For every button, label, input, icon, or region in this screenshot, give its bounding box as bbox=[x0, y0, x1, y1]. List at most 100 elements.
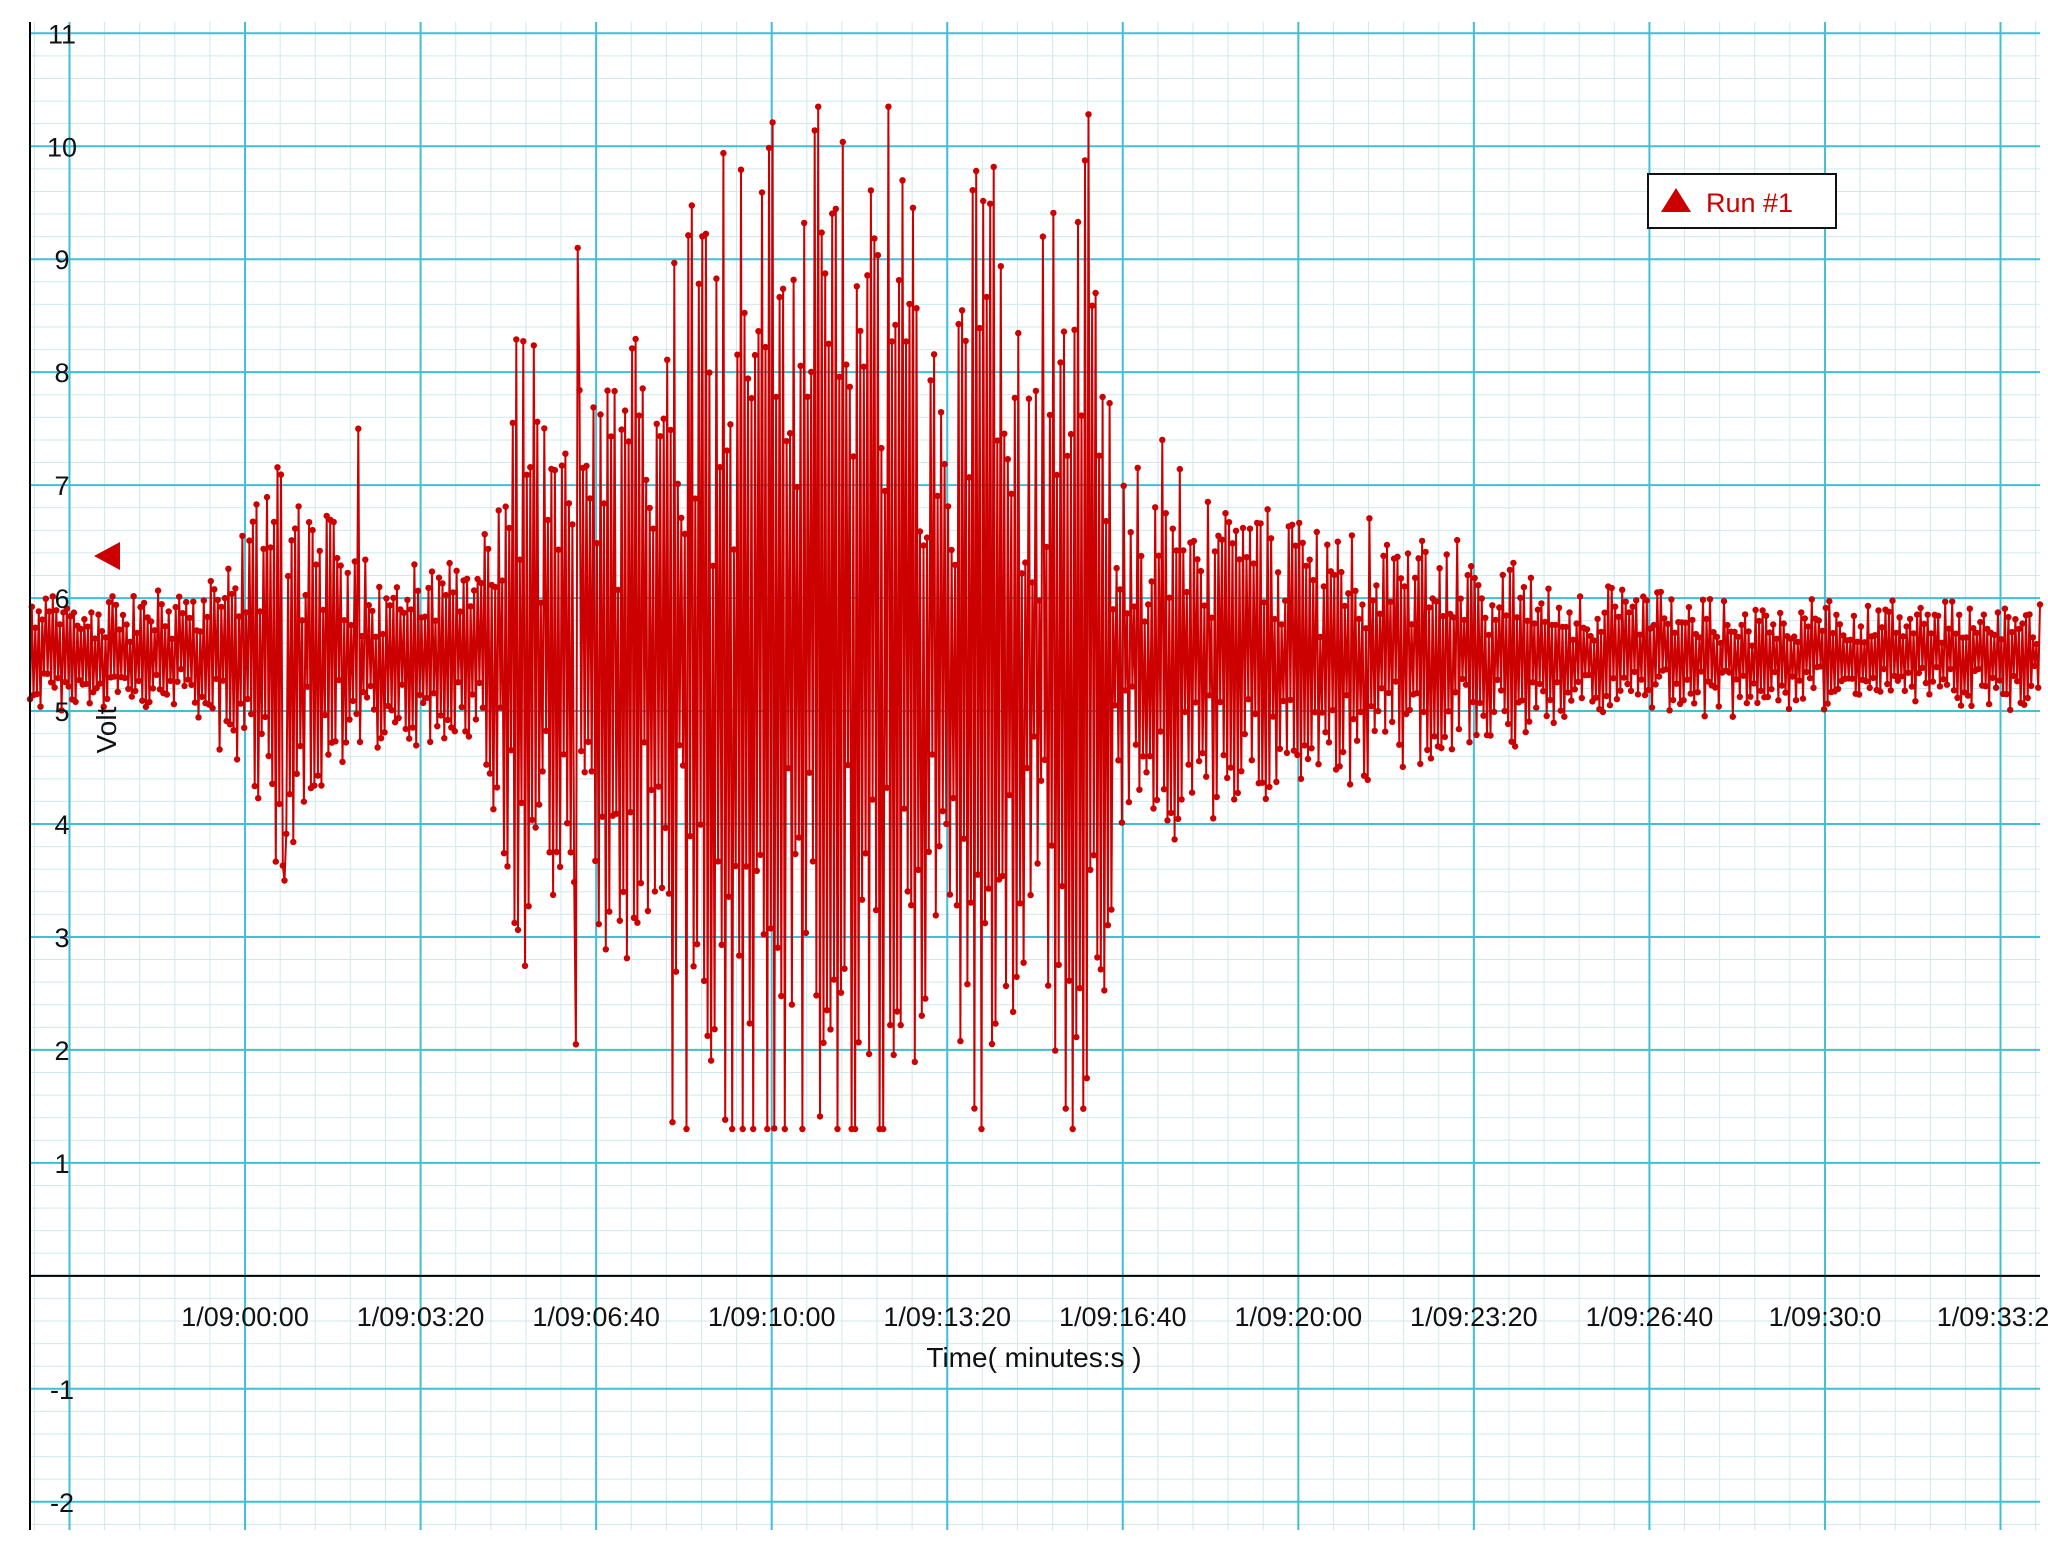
data-point bbox=[1601, 609, 1608, 616]
data-point bbox=[290, 838, 297, 846]
data-point bbox=[1926, 691, 1933, 698]
data-point bbox=[1171, 836, 1178, 843]
data-point bbox=[2010, 672, 2017, 680]
data-point bbox=[123, 621, 130, 628]
data-point bbox=[142, 703, 150, 710]
data-point bbox=[908, 902, 915, 909]
y-tick-label: 6 bbox=[54, 584, 69, 614]
data-point bbox=[255, 795, 262, 802]
data-point bbox=[513, 336, 520, 343]
data-point bbox=[871, 235, 878, 242]
data-point bbox=[1497, 687, 1505, 694]
data-point bbox=[1008, 490, 1015, 497]
data-point bbox=[837, 989, 845, 996]
data-point bbox=[49, 593, 56, 600]
data-point bbox=[56, 621, 63, 628]
data-point bbox=[950, 794, 957, 802]
y-tick-label: 4 bbox=[54, 810, 69, 840]
data-point bbox=[625, 438, 632, 445]
data-point bbox=[1052, 1047, 1059, 1054]
data-point bbox=[1524, 617, 1531, 624]
data-point bbox=[1480, 712, 1487, 719]
data-point bbox=[267, 544, 274, 551]
data-point bbox=[1599, 708, 1607, 716]
data-point bbox=[365, 602, 372, 609]
data-point bbox=[312, 561, 320, 568]
data-point bbox=[1362, 625, 1370, 632]
data-point bbox=[829, 210, 836, 217]
data-point bbox=[1833, 611, 1840, 618]
data-point bbox=[948, 546, 955, 554]
data-point bbox=[153, 671, 160, 679]
data-point bbox=[944, 503, 952, 510]
data-point bbox=[539, 768, 546, 775]
triangle-marker-icon bbox=[1661, 188, 1691, 212]
data-point bbox=[449, 589, 457, 596]
data-point bbox=[320, 606, 327, 614]
data-point bbox=[1259, 779, 1266, 786]
data-point bbox=[707, 1057, 715, 1064]
y-axis-title: Volt bbox=[91, 706, 122, 753]
data-point bbox=[1805, 623, 1812, 630]
data-point bbox=[427, 738, 434, 746]
data-point bbox=[1857, 623, 1865, 630]
data-point bbox=[1178, 796, 1185, 803]
data-point bbox=[786, 430, 794, 437]
data-point bbox=[1346, 781, 1354, 788]
data-point bbox=[857, 327, 864, 335]
data-point bbox=[1109, 606, 1117, 613]
data-point bbox=[284, 572, 292, 580]
data-point bbox=[1397, 575, 1405, 582]
data-point bbox=[509, 419, 516, 427]
data-point bbox=[1466, 739, 1473, 746]
data-point bbox=[1262, 795, 1270, 802]
data-point bbox=[198, 693, 206, 700]
data-point bbox=[1682, 619, 1689, 626]
data-point bbox=[606, 908, 613, 915]
data-point bbox=[651, 888, 659, 895]
data-point bbox=[139, 697, 146, 704]
data-point bbox=[1829, 629, 1837, 637]
data-point bbox=[925, 848, 932, 855]
data-point bbox=[1234, 789, 1242, 797]
data-point bbox=[2014, 678, 2021, 685]
data-point bbox=[1562, 623, 1570, 631]
data-point bbox=[778, 992, 785, 1000]
data-point bbox=[1631, 668, 1638, 675]
data-point bbox=[384, 702, 392, 710]
data-point bbox=[846, 383, 853, 390]
data-point bbox=[1520, 584, 1528, 591]
data-point bbox=[1227, 764, 1234, 771]
data-point bbox=[1561, 713, 1568, 720]
data-point bbox=[309, 526, 316, 534]
data-point bbox=[316, 547, 323, 555]
data-point bbox=[885, 103, 892, 110]
data-point bbox=[367, 682, 374, 690]
data-point bbox=[620, 888, 627, 895]
data-point bbox=[783, 437, 790, 445]
data-point bbox=[822, 270, 829, 277]
data-point bbox=[1150, 805, 1157, 812]
data-point bbox=[911, 1058, 918, 1066]
data-point bbox=[162, 623, 169, 630]
data-point bbox=[1436, 565, 1443, 572]
data-point bbox=[1517, 594, 1524, 601]
data-point bbox=[930, 351, 938, 358]
data-point bbox=[1706, 596, 1714, 603]
data-point bbox=[351, 558, 358, 565]
data-point bbox=[137, 603, 144, 611]
x-axis-title: Time( minutes:s ) bbox=[926, 1342, 1141, 1373]
data-point bbox=[441, 735, 448, 742]
x-tick-label: 1/09:16:40 bbox=[1059, 1302, 1187, 1332]
data-point bbox=[1257, 520, 1264, 527]
data-point bbox=[1578, 694, 1586, 702]
data-point bbox=[1325, 739, 1333, 746]
data-point bbox=[51, 684, 58, 691]
data-point bbox=[1039, 233, 1047, 240]
data-point bbox=[47, 679, 55, 686]
data-point bbox=[1260, 599, 1268, 606]
data-point bbox=[1492, 616, 1500, 624]
data-point bbox=[1687, 690, 1694, 697]
data-point bbox=[1025, 395, 1033, 402]
data-point bbox=[1355, 615, 1363, 623]
